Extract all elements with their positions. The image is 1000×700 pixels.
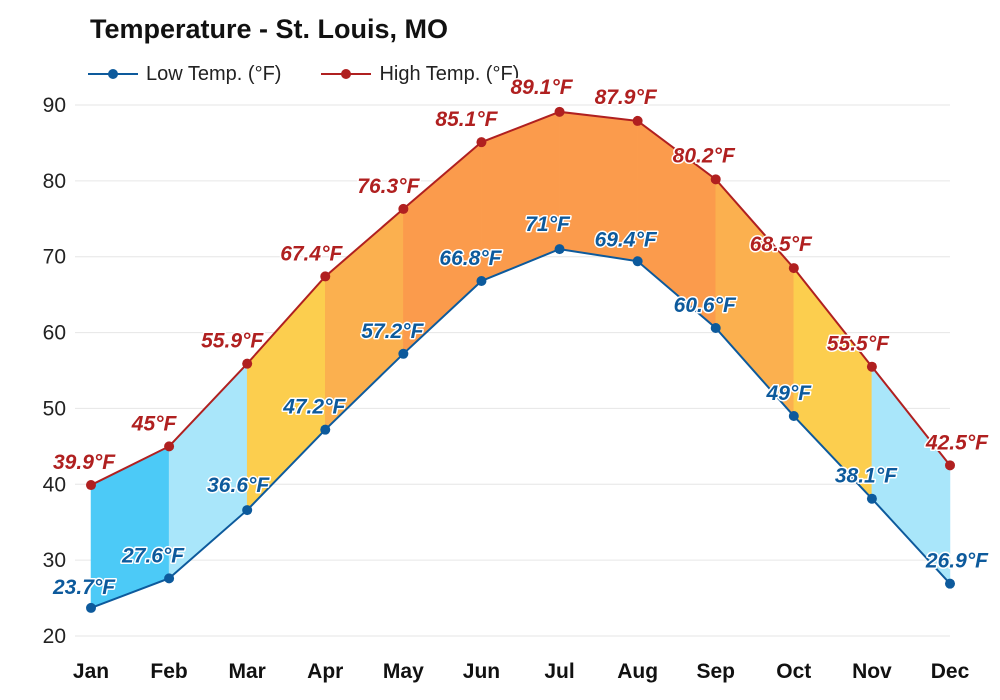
high-temp-data-label: 89.1°F [510, 76, 573, 99]
high-temp-point [710, 174, 721, 185]
low-temp-data-label: 26.9°F [925, 550, 989, 573]
x-tick-label: Jan [73, 660, 109, 683]
high-temp-point [866, 361, 877, 372]
low-temp-data-label: 27.6°F [121, 544, 185, 567]
series-points [86, 106, 955, 613]
low-temp-point [398, 348, 409, 359]
legend-marker-low [88, 61, 138, 87]
high-temp-point [945, 460, 955, 471]
low-temp-point [788, 411, 799, 422]
x-tick-label: Feb [150, 660, 187, 683]
low-temp-point [476, 275, 487, 286]
x-tick-label: Dec [931, 660, 970, 683]
high-temp-data-label: 87.9°F [595, 86, 658, 109]
high-temp-data-label: 55.9°F [201, 330, 264, 353]
y-tick-label: 60 [43, 322, 66, 345]
high-temp-point [476, 137, 487, 148]
high-temp-data-label: 76.3°F [357, 175, 420, 198]
high-temp-point [164, 441, 175, 452]
low-temp-data-label: 49°F [766, 382, 813, 405]
y-tick-label: 20 [43, 625, 66, 648]
low-temp-data-label: 71°F [525, 213, 571, 236]
y-tick-label: 80 [43, 170, 66, 193]
data-labels: 23.7°F27.6°F 36.6°F 47.2°F 57.2°F 66.8°F 71°F… [51, 74, 991, 600]
low-temp-point [242, 505, 253, 516]
y-tick-label: 40 [43, 473, 66, 496]
low-temp-data-label: 38.1°F [835, 465, 898, 488]
low-temp-data-label: 23.7°F [52, 576, 116, 599]
temperature-bands [90, 111, 951, 609]
high-temp-point [86, 480, 96, 491]
y-tick-label: 30 [43, 549, 66, 572]
x-tick-label: Jun [463, 660, 500, 683]
x-tick-label: May [383, 660, 424, 683]
legend: Low Temp. (°F) High Temp. (°F) [88, 61, 559, 87]
low-temp-line [90, 248, 951, 609]
high-temp-point [554, 106, 565, 117]
high-temp-data-label: 67.4°F [280, 242, 343, 265]
low-temp-point [320, 424, 331, 435]
low-temp-point [945, 578, 955, 589]
legend-marker-high [321, 61, 372, 87]
low-temp-point [710, 323, 721, 334]
high-temp-data-label: 68.5°F [750, 233, 813, 256]
low-temp-data-label: 57.2°F [361, 320, 424, 343]
low-temp-data-label: 47.2°F [282, 396, 346, 419]
low-temp-point [86, 602, 96, 613]
low-temp-point [554, 244, 565, 255]
x-tick-label: Jul [544, 660, 574, 683]
low-temp-point [632, 256, 643, 267]
high-temp-point [398, 203, 409, 214]
x-tick-label: Apr [307, 660, 343, 683]
high-temp-data-label: 42.5°F [925, 431, 989, 454]
y-tick-label: 90 [43, 94, 66, 117]
low-temp-data-label: 60.6°F [674, 294, 737, 317]
x-tick-label: Sep [696, 660, 735, 683]
legend-label-low: Low Temp. (°F) [146, 62, 282, 85]
low-temp-point [866, 493, 877, 504]
y-tick-label: 70 [43, 246, 66, 269]
x-tick-label: Oct [776, 660, 811, 683]
axes: 20 30 40 50 60 70 80 90 Jan Feb Mar Apr May Jun Jul Aug… [43, 94, 970, 683]
high-temp-point [788, 263, 799, 274]
x-tick-label: Mar [229, 660, 266, 683]
high-temp-line [90, 110, 951, 486]
high-temp-data-label: 55.5°F [827, 333, 890, 356]
legend-item-low[interactable]: Low Temp. (°F) [88, 61, 281, 87]
high-temp-point [320, 271, 331, 282]
low-temp-point [164, 573, 175, 584]
low-temp-data-label: 69.4°F [595, 228, 658, 251]
legend-item-high[interactable]: High Temp. (°F) [321, 61, 519, 87]
y-tick-label: 50 [43, 397, 66, 420]
chart-title: Temperature - St. Louis, MO [90, 14, 449, 44]
x-tick-label: Nov [852, 660, 892, 683]
high-temp-data-label: 85.1°F [435, 108, 498, 131]
legend-label-high: High Temp. (°F) [379, 62, 520, 85]
high-temp-point [632, 115, 643, 126]
high-temp-data-label: 45°F [131, 412, 178, 435]
high-temp-data-label: 80.2°F [673, 144, 736, 167]
series-lines [90, 110, 951, 609]
high-temp-point [242, 358, 253, 369]
high-temp-data-label: 39.9°F [53, 451, 116, 474]
low-temp-data-label: 66.8°F [439, 247, 502, 270]
x-tick-label: Aug [617, 660, 658, 683]
low-temp-data-label: 36.6°F [207, 474, 270, 497]
